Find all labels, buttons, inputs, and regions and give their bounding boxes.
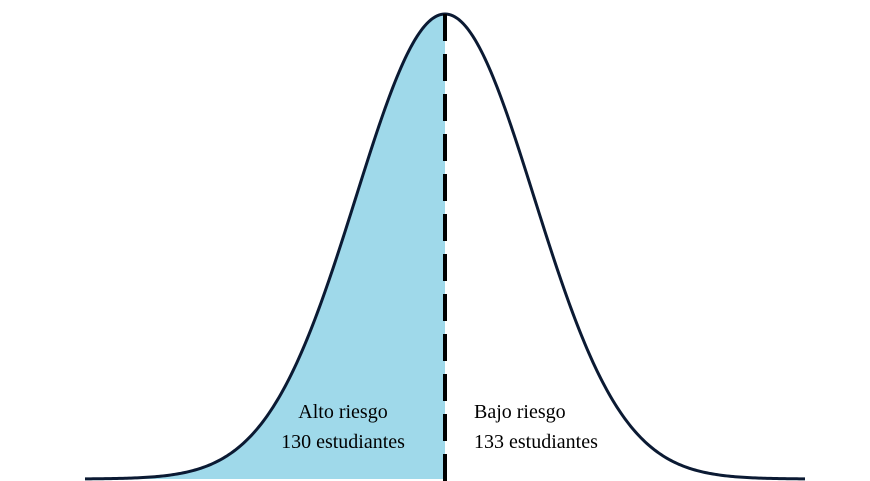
high-risk-area bbox=[85, 14, 445, 479]
region-label: Bajo riesgo bbox=[474, 401, 566, 423]
region-count: 133 estudiantes bbox=[474, 431, 598, 453]
region-count: 130 estudiantes bbox=[281, 431, 405, 453]
region-label: Alto riesgo bbox=[298, 401, 387, 423]
